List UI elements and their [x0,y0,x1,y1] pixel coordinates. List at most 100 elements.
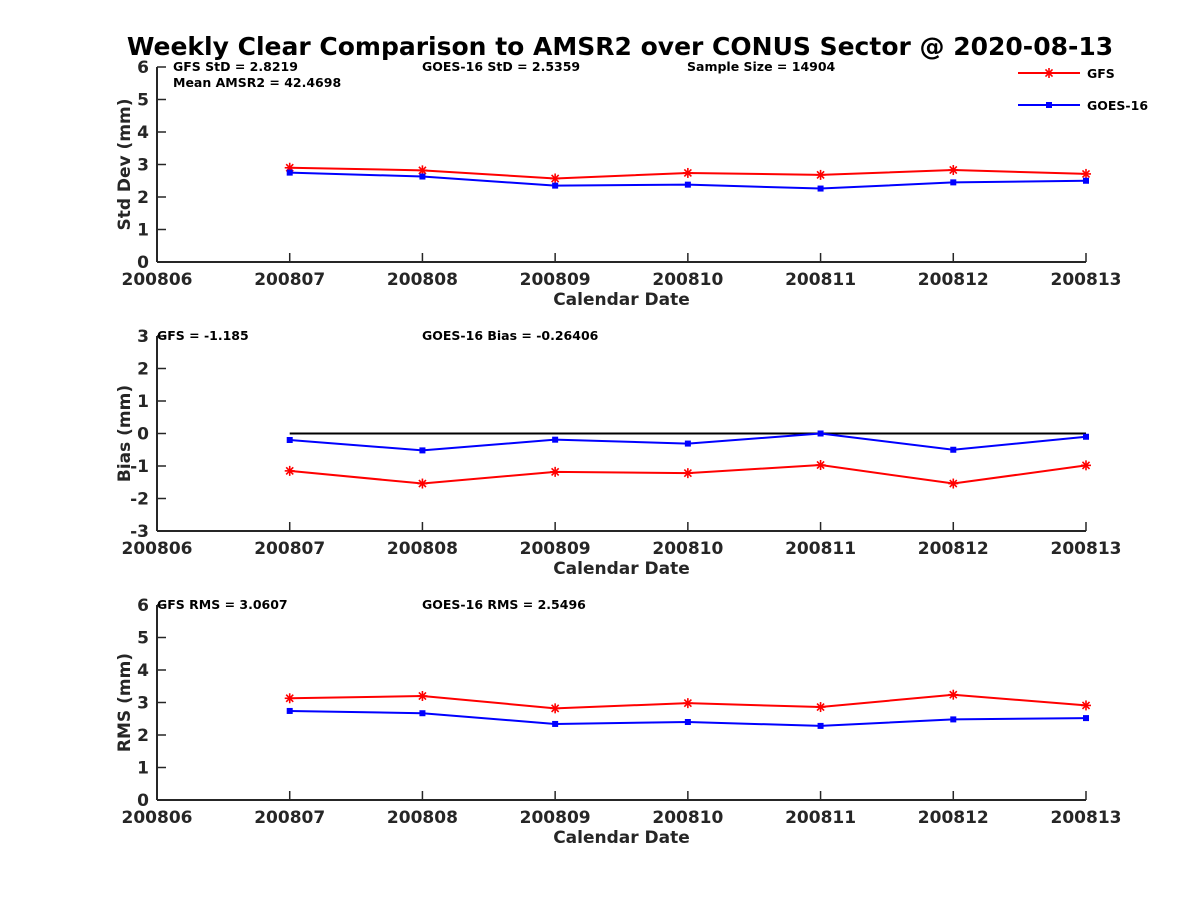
legend-marker-goes-16 [1046,102,1052,108]
data-point-gfs-stroke [1081,701,1091,710]
data-point-goes-16 [684,440,691,447]
data-point-goes-16 [552,436,559,443]
y-tick-label: 6 [137,58,149,78]
annotation-goes16: GOES-16 Bias = -0.26406 [422,328,599,343]
y-tick-label: 1 [137,221,149,241]
data-point-gfs-stroke [816,170,825,180]
data-point-gfs-stroke [551,174,560,183]
data-point-gfs [815,702,826,713]
x-tick-label: 200811 [785,270,856,290]
legend-marker-gfs-stroke [1044,68,1054,78]
y-tick-label: 3 [137,327,149,347]
x-tick-label: 200806 [122,270,193,290]
data-point-gfs [1081,168,1091,179]
chart-title: Weekly Clear Comparison to AMSR2 over CO… [127,32,1113,61]
legend-label-gfs: GFS [1087,66,1115,81]
data-point-goes-16 [552,182,559,189]
data-point-gfs [1081,700,1091,711]
y-tick-label: 1 [137,392,149,412]
data-point-goes-16 [1083,715,1089,722]
legend: GFS GOES-16 [1018,66,1148,113]
x-tick-label: 200812 [918,808,989,828]
x-tick-label: 200810 [652,270,723,290]
data-point-gfs-stroke [418,691,427,701]
y-tick-label: 1 [137,759,149,779]
x-tick-label: 200808 [387,808,458,828]
data-point-goes-16 [950,446,957,453]
data-point-gfs-stroke [418,479,427,488]
data-point-gfs-stroke [285,694,294,703]
x-tick-label: 200811 [785,808,856,828]
x-tick-label: 200813 [1051,539,1122,559]
data-point-goes-16 [950,716,957,723]
data-point-gfs-stroke [816,702,825,712]
y-axis-label: Bias (mm) [115,385,135,482]
y-tick-label: 3 [137,156,149,176]
panel-1: 200806 200807 200808 200809 200810 200811 2008… [115,58,1121,310]
y-tick-label: 0 [137,253,149,273]
panels: 200806 200807 200808 200809 200810 200811 2008… [115,58,1121,848]
data-point-gfs [550,466,561,477]
x-tick-label: 200812 [918,539,989,559]
x-tick-label: 200811 [785,539,856,559]
panel-3: 200806 200807 200808 200809 200810 200811 2008… [115,596,1121,848]
annotation-goes16: GOES-16 StD = 2.5359 [422,59,580,74]
data-point-gfs-stroke [816,460,825,470]
y-tick-label: 5 [137,91,149,111]
y-axis-label: Std Dev (mm) [115,98,135,230]
data-point-goes-16 [1083,433,1089,440]
y-tick-label: 2 [137,360,149,380]
data-point-gfs [948,478,959,489]
data-point-gfs-stroke [683,168,692,178]
data-point-gfs [815,169,826,180]
data-point-gfs [682,167,693,178]
annotation-gfs: GFS StD = 2.8219 [173,59,298,74]
x-tick-label: 200806 [122,539,193,559]
data-point-goes-16 [286,437,293,443]
data-point-gfs [1081,460,1091,471]
y-tick-label: 4 [137,661,149,681]
data-point-goes-16 [419,173,426,180]
x-tick-label: 200813 [1051,270,1122,290]
data-point-goes-16 [552,720,559,727]
data-point-gfs-stroke [285,466,294,475]
legend-label-goes-16: GOES-16 [1087,98,1148,113]
y-tick-label: 5 [137,629,149,649]
x-tick-label: 200808 [387,539,458,559]
x-tick-label: 200810 [652,808,723,828]
data-point-gfs-stroke [1081,461,1091,470]
y-tick-label: 2 [137,726,149,746]
x-axis-label: Calendar Date [553,828,690,848]
legend-marker-gfs [1044,68,1054,78]
x-tick-label: 200808 [387,270,458,290]
y-tick-label: -1 [130,457,149,477]
y-tick-label: -2 [130,490,149,510]
x-tick-label: 200807 [254,539,325,559]
data-point-goes-16 [286,707,293,714]
data-point-gfs-stroke [949,479,958,488]
data-point-gfs-stroke [683,469,692,478]
annotation-gfs: GFS RMS = 3.0607 [157,597,288,612]
y-axis-label: RMS (mm) [115,653,135,752]
data-point-gfs [284,693,295,704]
x-axis-label: Calendar Date [553,290,690,310]
legend-item-gfs: GFS [1018,66,1115,81]
annotation-goes16: GOES-16 RMS = 2.5496 [422,597,586,612]
data-point-goes-16 [950,179,957,186]
annotation-sample-size: Sample Size = 14904 [687,59,836,74]
data-point-goes-16 [817,722,824,729]
x-tick-label: 200812 [918,270,989,290]
y-tick-label: 6 [137,596,149,616]
data-point-gfs [682,698,693,709]
x-tick-label: 200807 [254,270,325,290]
data-point-gfs [948,165,959,176]
data-point-gfs [815,460,826,471]
data-point-gfs-stroke [551,467,560,476]
x-tick-label: 200809 [520,270,591,290]
data-point-gfs [682,468,693,479]
data-point-gfs-stroke [949,690,958,699]
y-tick-label: 0 [137,425,149,445]
data-point-gfs [550,173,561,184]
panel-2: 200806 200807 200808 200809 200810 200811 2008… [115,327,1121,579]
